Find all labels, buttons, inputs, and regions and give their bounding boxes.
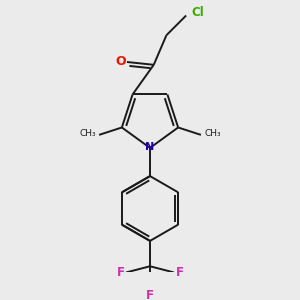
Text: F: F <box>116 266 124 279</box>
Text: O: O <box>116 55 126 68</box>
Text: Cl: Cl <box>191 6 204 19</box>
Text: CH₃: CH₃ <box>204 129 221 138</box>
Text: N: N <box>146 142 154 152</box>
Text: F: F <box>176 266 184 279</box>
Text: CH₃: CH₃ <box>79 129 96 138</box>
Text: F: F <box>146 289 154 300</box>
